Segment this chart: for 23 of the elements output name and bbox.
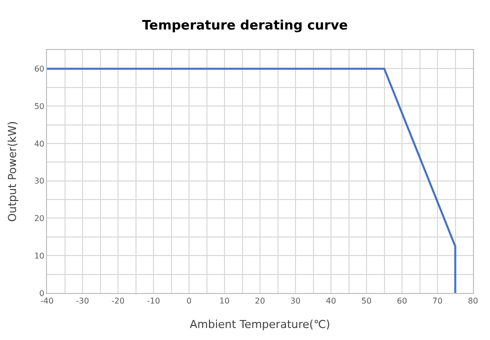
y-tick-label: 0: [39, 288, 44, 298]
x-tick-label: 10: [219, 296, 230, 306]
x-tick-label: 0: [186, 296, 192, 306]
y-tick-label: 20: [34, 214, 44, 224]
y-tick-label: 40: [34, 139, 44, 148]
x-axis-title: Ambient Temperature(℃): [190, 318, 330, 331]
x-tick-label: -30: [76, 296, 90, 306]
x-tick-label: 20: [254, 296, 266, 306]
x-tick-label: 80: [468, 296, 478, 306]
x-tick-label: -40: [40, 296, 54, 306]
x-tick-label: 50: [361, 296, 372, 306]
x-tick-label: 70: [432, 296, 443, 306]
y-tick-label: 30: [34, 176, 44, 186]
y-axis-title: Output Power(kW): [6, 121, 19, 222]
x-tick-label: 30: [290, 296, 301, 306]
x-tick-label: 60: [396, 296, 408, 306]
x-tick-label: -20: [111, 296, 125, 306]
x-tick-label: 40: [326, 296, 336, 306]
y-tick-label: 10: [34, 251, 44, 260]
x-tick-label: -10: [146, 296, 160, 306]
y-tick-label: 50: [34, 102, 44, 111]
y-tick-label: 60: [34, 64, 44, 74]
chart-title: Temperature derating curve: [142, 18, 348, 34]
